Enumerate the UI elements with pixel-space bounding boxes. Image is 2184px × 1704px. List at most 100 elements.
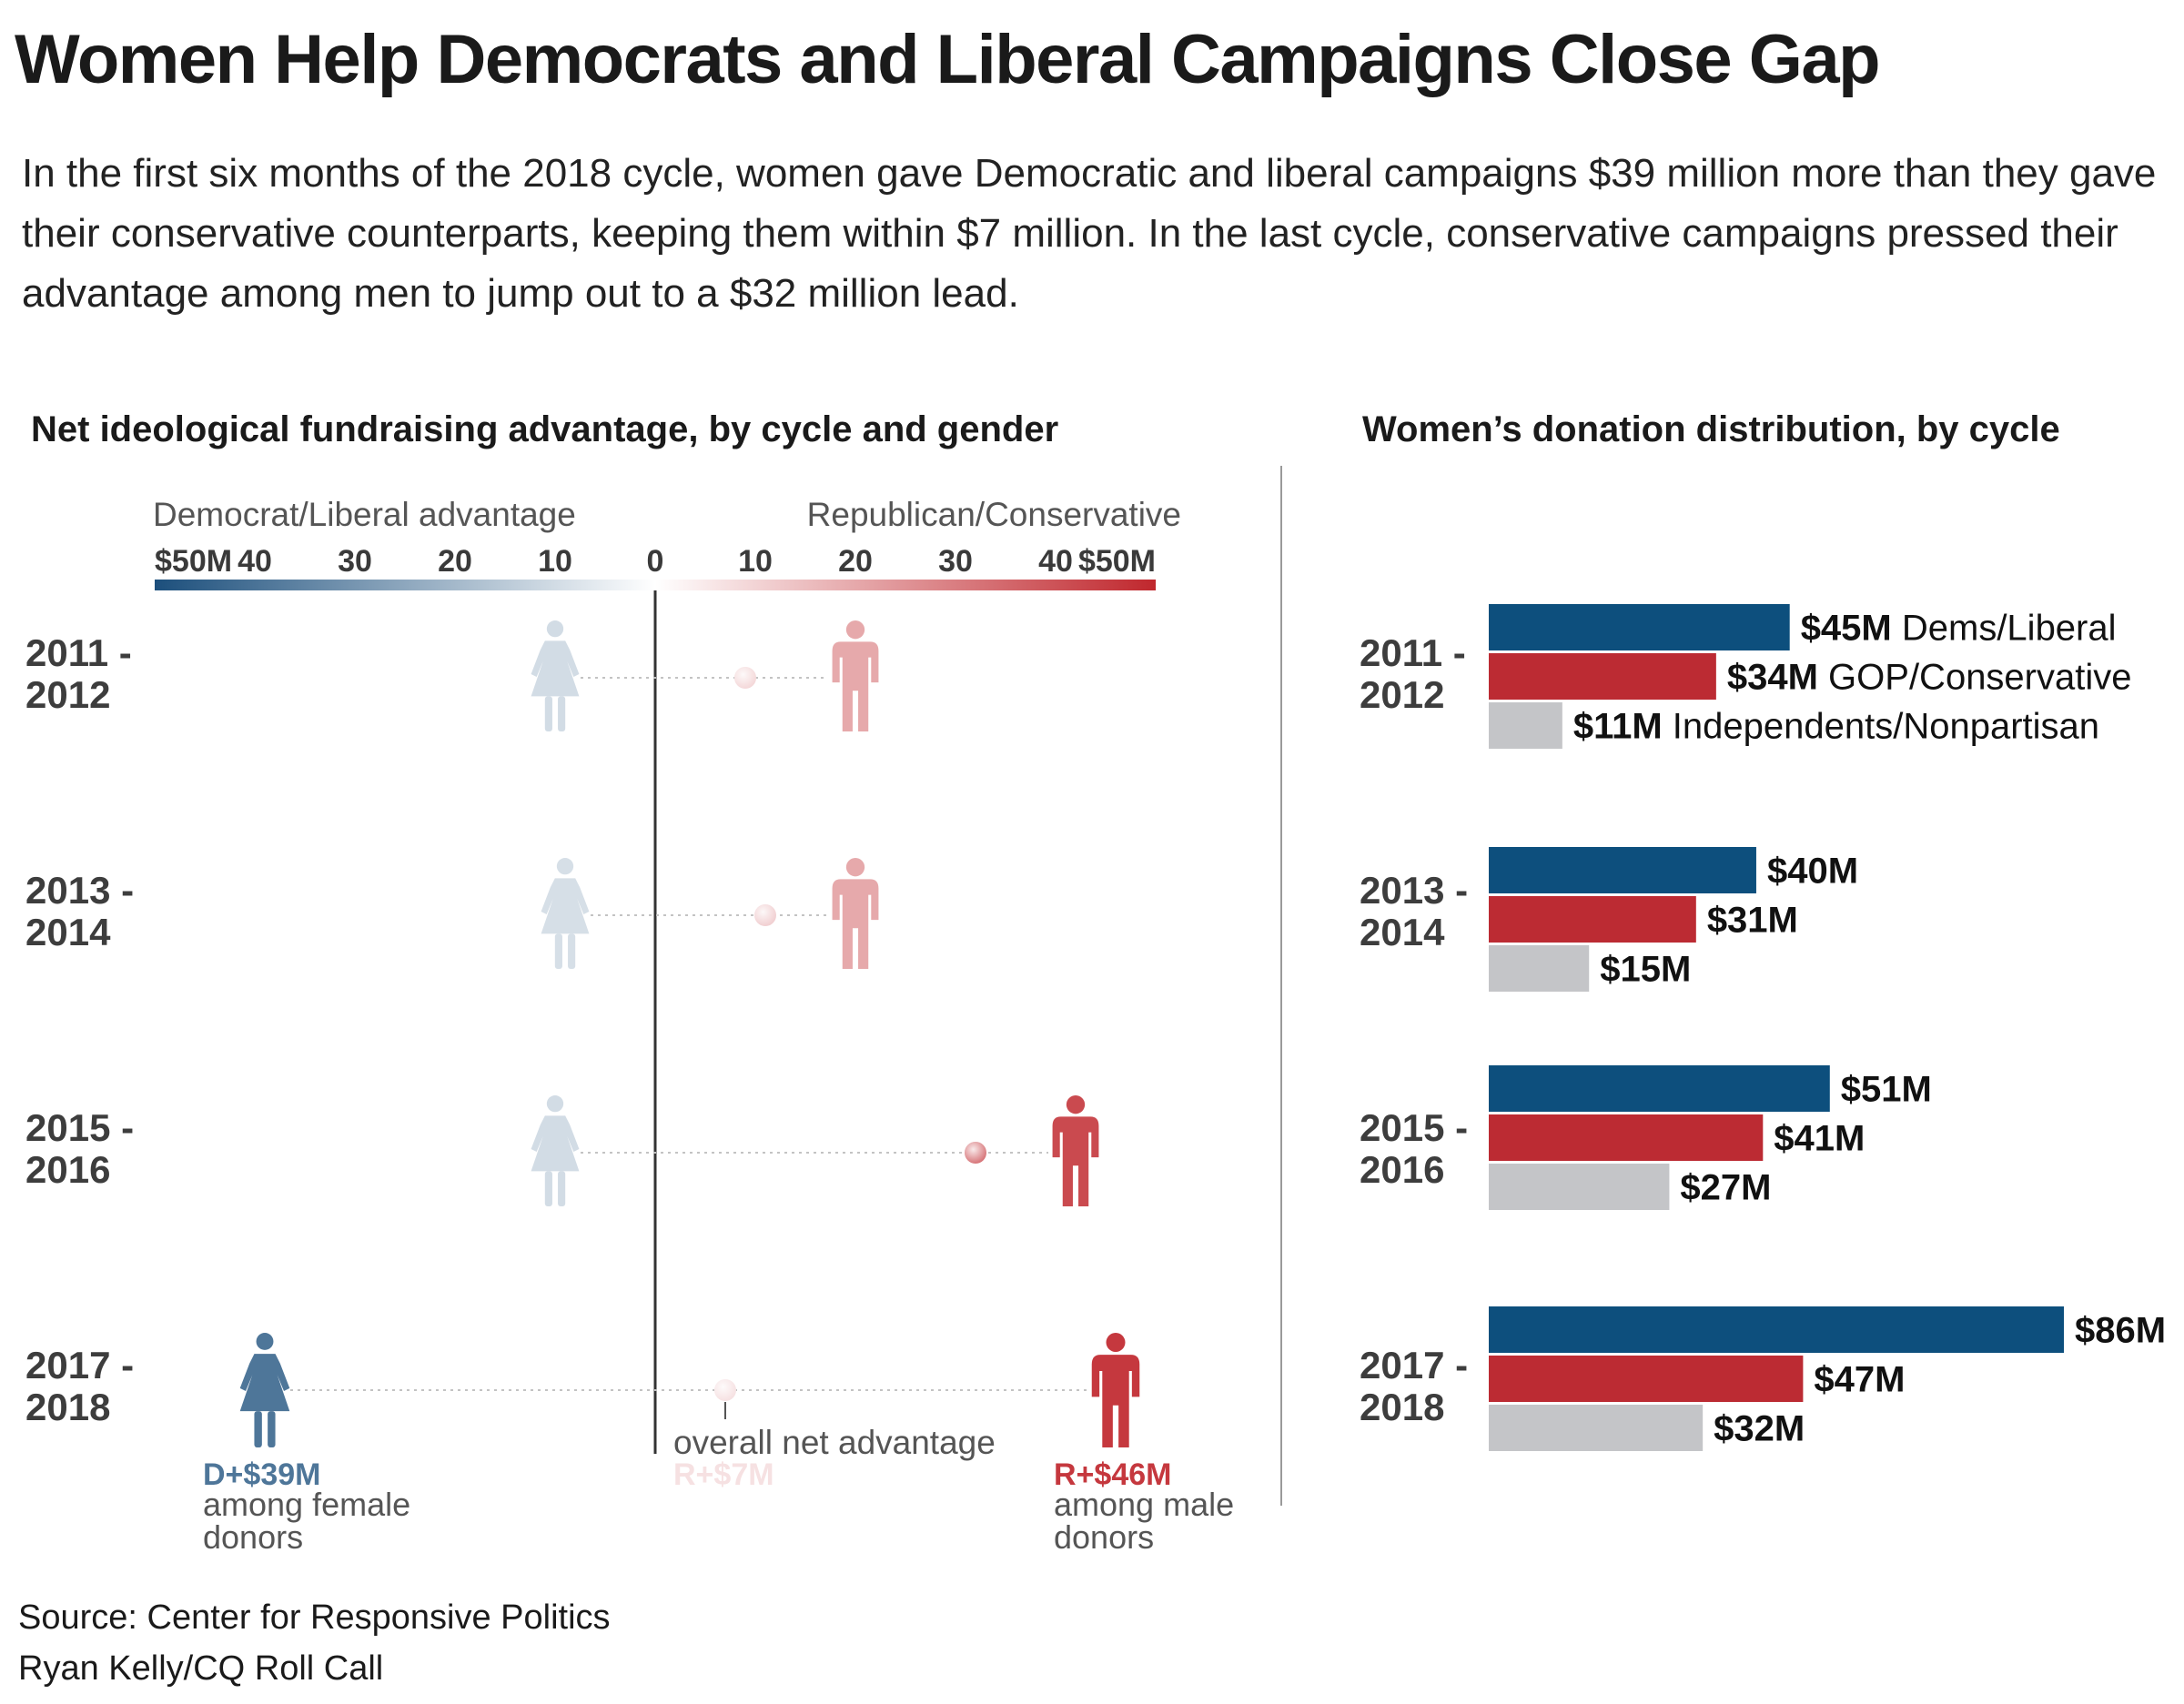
bar-value-label: $40M (1767, 852, 1858, 892)
scale-tick-label: 0 (647, 544, 664, 579)
bar-value: $41M (1774, 1119, 1865, 1159)
bar-value-label: $32M (1714, 1409, 1805, 1449)
scale-left-label: Democrat/Liberal advantage (153, 496, 576, 533)
bar (1489, 604, 1790, 650)
chart-title: Women Help Democrats and Liberal Campaig… (15, 21, 1881, 98)
overall-dot-shine (754, 904, 776, 926)
scale-tick-label: 30 (338, 544, 372, 579)
bar (1489, 1356, 1804, 1402)
bar-cycle-label-line: 2012 (1360, 673, 1444, 716)
male-annotation: among male donors (1054, 1486, 1234, 1556)
female-annotation-line: among female (203, 1486, 410, 1523)
bar-value-label: $27M (1680, 1168, 1771, 1208)
bar-value: $15M (1600, 950, 1691, 990)
male-figure (832, 858, 879, 969)
female-figure (239, 1333, 290, 1447)
bar-value: $47M (1814, 1360, 1905, 1400)
bar-series-name: Independents/Nonpartisan (1663, 707, 2099, 747)
male-annotation-line: donors (1054, 1518, 1154, 1556)
bar-value-label: $45M Dems/Liberal (1801, 609, 2117, 649)
bar-value-label: $31M (1707, 901, 1798, 941)
bar-cycle-label-line: 2016 (1360, 1148, 1444, 1191)
male-figure (1091, 1333, 1140, 1447)
female-annotation-line: donors (203, 1518, 303, 1556)
bar (1489, 1114, 1764, 1161)
scale-tick-label: 10 (538, 544, 572, 579)
female-annotation: among female donors (203, 1486, 410, 1556)
chart-subtitle: In the first six months of the 2018 cycl… (22, 151, 2157, 316)
bar-cycle-label-line: 2011 - (1360, 631, 1466, 674)
panel-divider (1280, 466, 1282, 1506)
cycle-label-line: 2015 - (25, 1106, 134, 1149)
overall-dot-shine (734, 667, 756, 689)
source-line: Source: Center for Responsive Politics (18, 1598, 611, 1637)
male-figure (832, 620, 879, 731)
bar-value-label: $41M (1774, 1119, 1865, 1159)
cycle-label-line: 2016 (25, 1148, 110, 1191)
bar-value-label: $86M (2075, 1311, 2166, 1351)
scale-tick-label: 40 (238, 544, 272, 579)
male-figure (1052, 1095, 1099, 1206)
overall-dot-shine (714, 1379, 736, 1401)
cycle-label: 2015 -2016 (25, 1106, 134, 1191)
male-value-label: R+$46M (1054, 1457, 1171, 1492)
bar-value-label: $34M GOP/Conservative (1727, 658, 2132, 698)
bar-series-name: Dems/Liberal (1892, 609, 2117, 649)
cycle-label-line: 2014 (25, 911, 111, 953)
bar-cycle-label-line: 2018 (1360, 1386, 1444, 1428)
cycle-label-line: 2013 - (25, 869, 134, 912)
scale-tick-label: 20 (438, 544, 472, 579)
bar-cycle-label-line: 2014 (1360, 911, 1445, 953)
bar (1489, 702, 1562, 749)
scale-tick-label: 30 (938, 544, 973, 579)
bar-value-label: $11M Independents/Nonpartisan (1573, 707, 2099, 747)
scale-right-label: Republican/Conservative (807, 496, 1181, 533)
bar (1489, 1065, 1830, 1112)
cycle-label: 2011 -2012 (25, 631, 132, 716)
cycle-label: 2013 -2014 (25, 869, 134, 953)
cycle-label-line: 2017 - (25, 1344, 134, 1386)
bar-value: $32M (1714, 1409, 1805, 1449)
bar-cycle-label: 2013 -2014 (1360, 869, 1468, 953)
source-credit: Source: Center for Responsive Politics R… (18, 1592, 611, 1694)
bar (1489, 1306, 2064, 1353)
scale-tick-label: 40 (1038, 544, 1073, 579)
bar-value-label: $47M (1814, 1360, 1905, 1400)
bar-value: $34M (1727, 658, 1818, 698)
female-figure (541, 858, 590, 969)
bar (1489, 1164, 1670, 1210)
overall-annotation-text: overall net advantage (673, 1424, 996, 1461)
cycle-label-line: 2011 - (25, 631, 132, 674)
cycle-label: 2017 -2018 (25, 1344, 134, 1428)
overall-dot-shine (965, 1142, 986, 1164)
bar-value: $27M (1680, 1168, 1771, 1208)
bar-value-label: $51M (1841, 1070, 1932, 1110)
bar (1489, 945, 1590, 992)
bar (1489, 847, 1756, 893)
cycle-label-line: 2018 (25, 1386, 110, 1428)
bar-cycle-label: 2017 -2018 (1360, 1344, 1468, 1428)
bar-cycle-label-line: 2013 - (1360, 869, 1468, 912)
bar-value: $45M (1801, 609, 1892, 649)
scale-tick-label: $50M (1078, 544, 1156, 579)
bar-cycle-label: 2015 -2016 (1360, 1106, 1468, 1191)
cycle-label-line: 2012 (25, 673, 110, 716)
male-annotation-line: among male (1054, 1486, 1234, 1523)
bar-value: $51M (1841, 1070, 1932, 1110)
female-value-label: D+$39M (203, 1457, 320, 1492)
bar-value: $86M (2075, 1311, 2166, 1351)
bar (1489, 896, 1696, 943)
color-scale-bar (155, 580, 1156, 590)
scale-tick-label: $50M (155, 544, 232, 579)
credit-line: Ryan Kelly/CQ Roll Call (18, 1649, 384, 1688)
bar-value: $40M (1767, 852, 1858, 892)
bar-cycle-label-line: 2017 - (1360, 1344, 1468, 1386)
bar (1489, 653, 1716, 700)
overall-value-label: R+$7M (673, 1457, 774, 1492)
scale-tick-label: 10 (738, 544, 773, 579)
female-figure (531, 620, 580, 731)
bar-cycle-label-line: 2015 - (1360, 1106, 1468, 1149)
bar-value: $31M (1707, 901, 1798, 941)
bar-value-label: $15M (1600, 950, 1691, 990)
